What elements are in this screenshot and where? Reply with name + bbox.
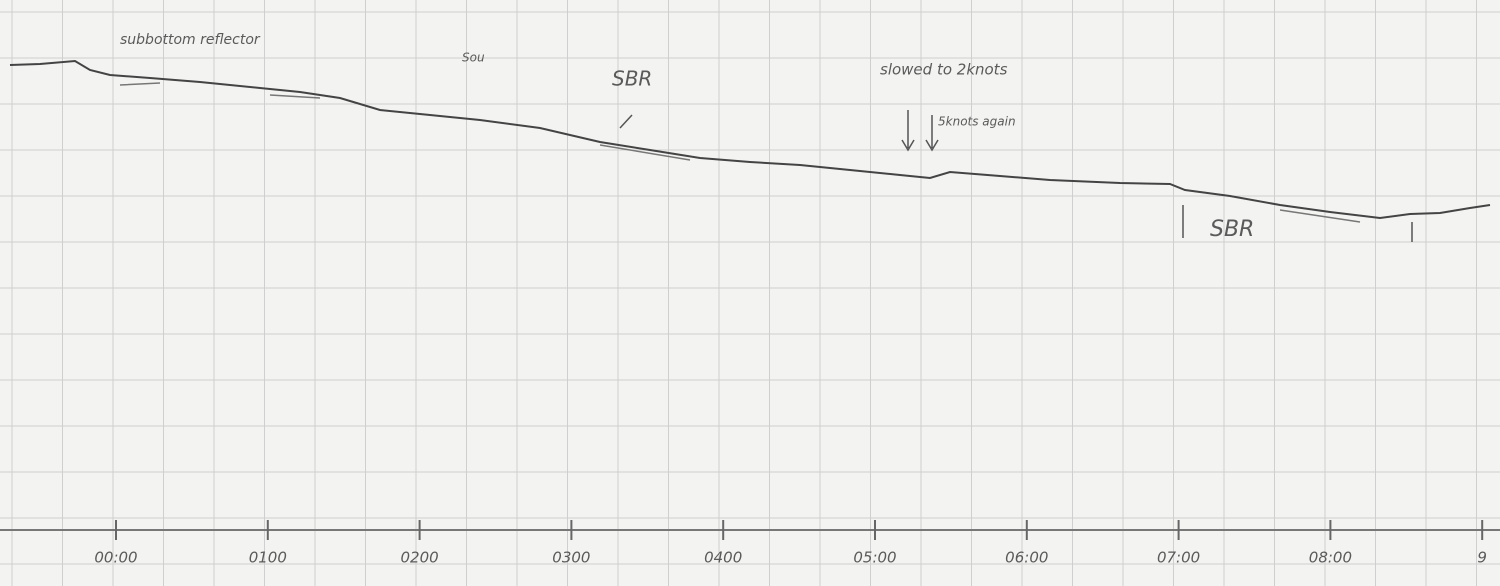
time-label: 9 (1477, 549, 1487, 567)
depth-trace (9, 59, 1491, 220)
annotations: subbottom reflector Sou SBR slowed to 2k… (120, 32, 1254, 242)
annotation: Sou (462, 51, 485, 65)
time-label: 0300 (552, 549, 590, 567)
reflector-trace (119, 82, 1361, 223)
time-label: 07:00 (1157, 549, 1200, 567)
time-ticks: 00:00 0100 0200 0300 0400 05:00 06:00 07:00 08:0… (94, 520, 1487, 567)
time-label: 0200 (401, 549, 439, 567)
annotation: 5knots again (938, 115, 1016, 129)
time-label: 05:00 (853, 549, 896, 567)
annotation: slowed to 2knots (880, 61, 1008, 79)
time-label: 00:00 (94, 549, 137, 567)
time-label: 0100 (249, 549, 287, 567)
annotation: SBR (612, 67, 652, 91)
annotation: SBR (1210, 217, 1254, 242)
marker-strokes (619, 110, 1413, 242)
annotation: subbottom reflector (120, 32, 261, 48)
time-label: 06:00 (1005, 549, 1048, 567)
time-label: 08:00 (1309, 549, 1352, 567)
time-label: 0400 (704, 549, 742, 567)
